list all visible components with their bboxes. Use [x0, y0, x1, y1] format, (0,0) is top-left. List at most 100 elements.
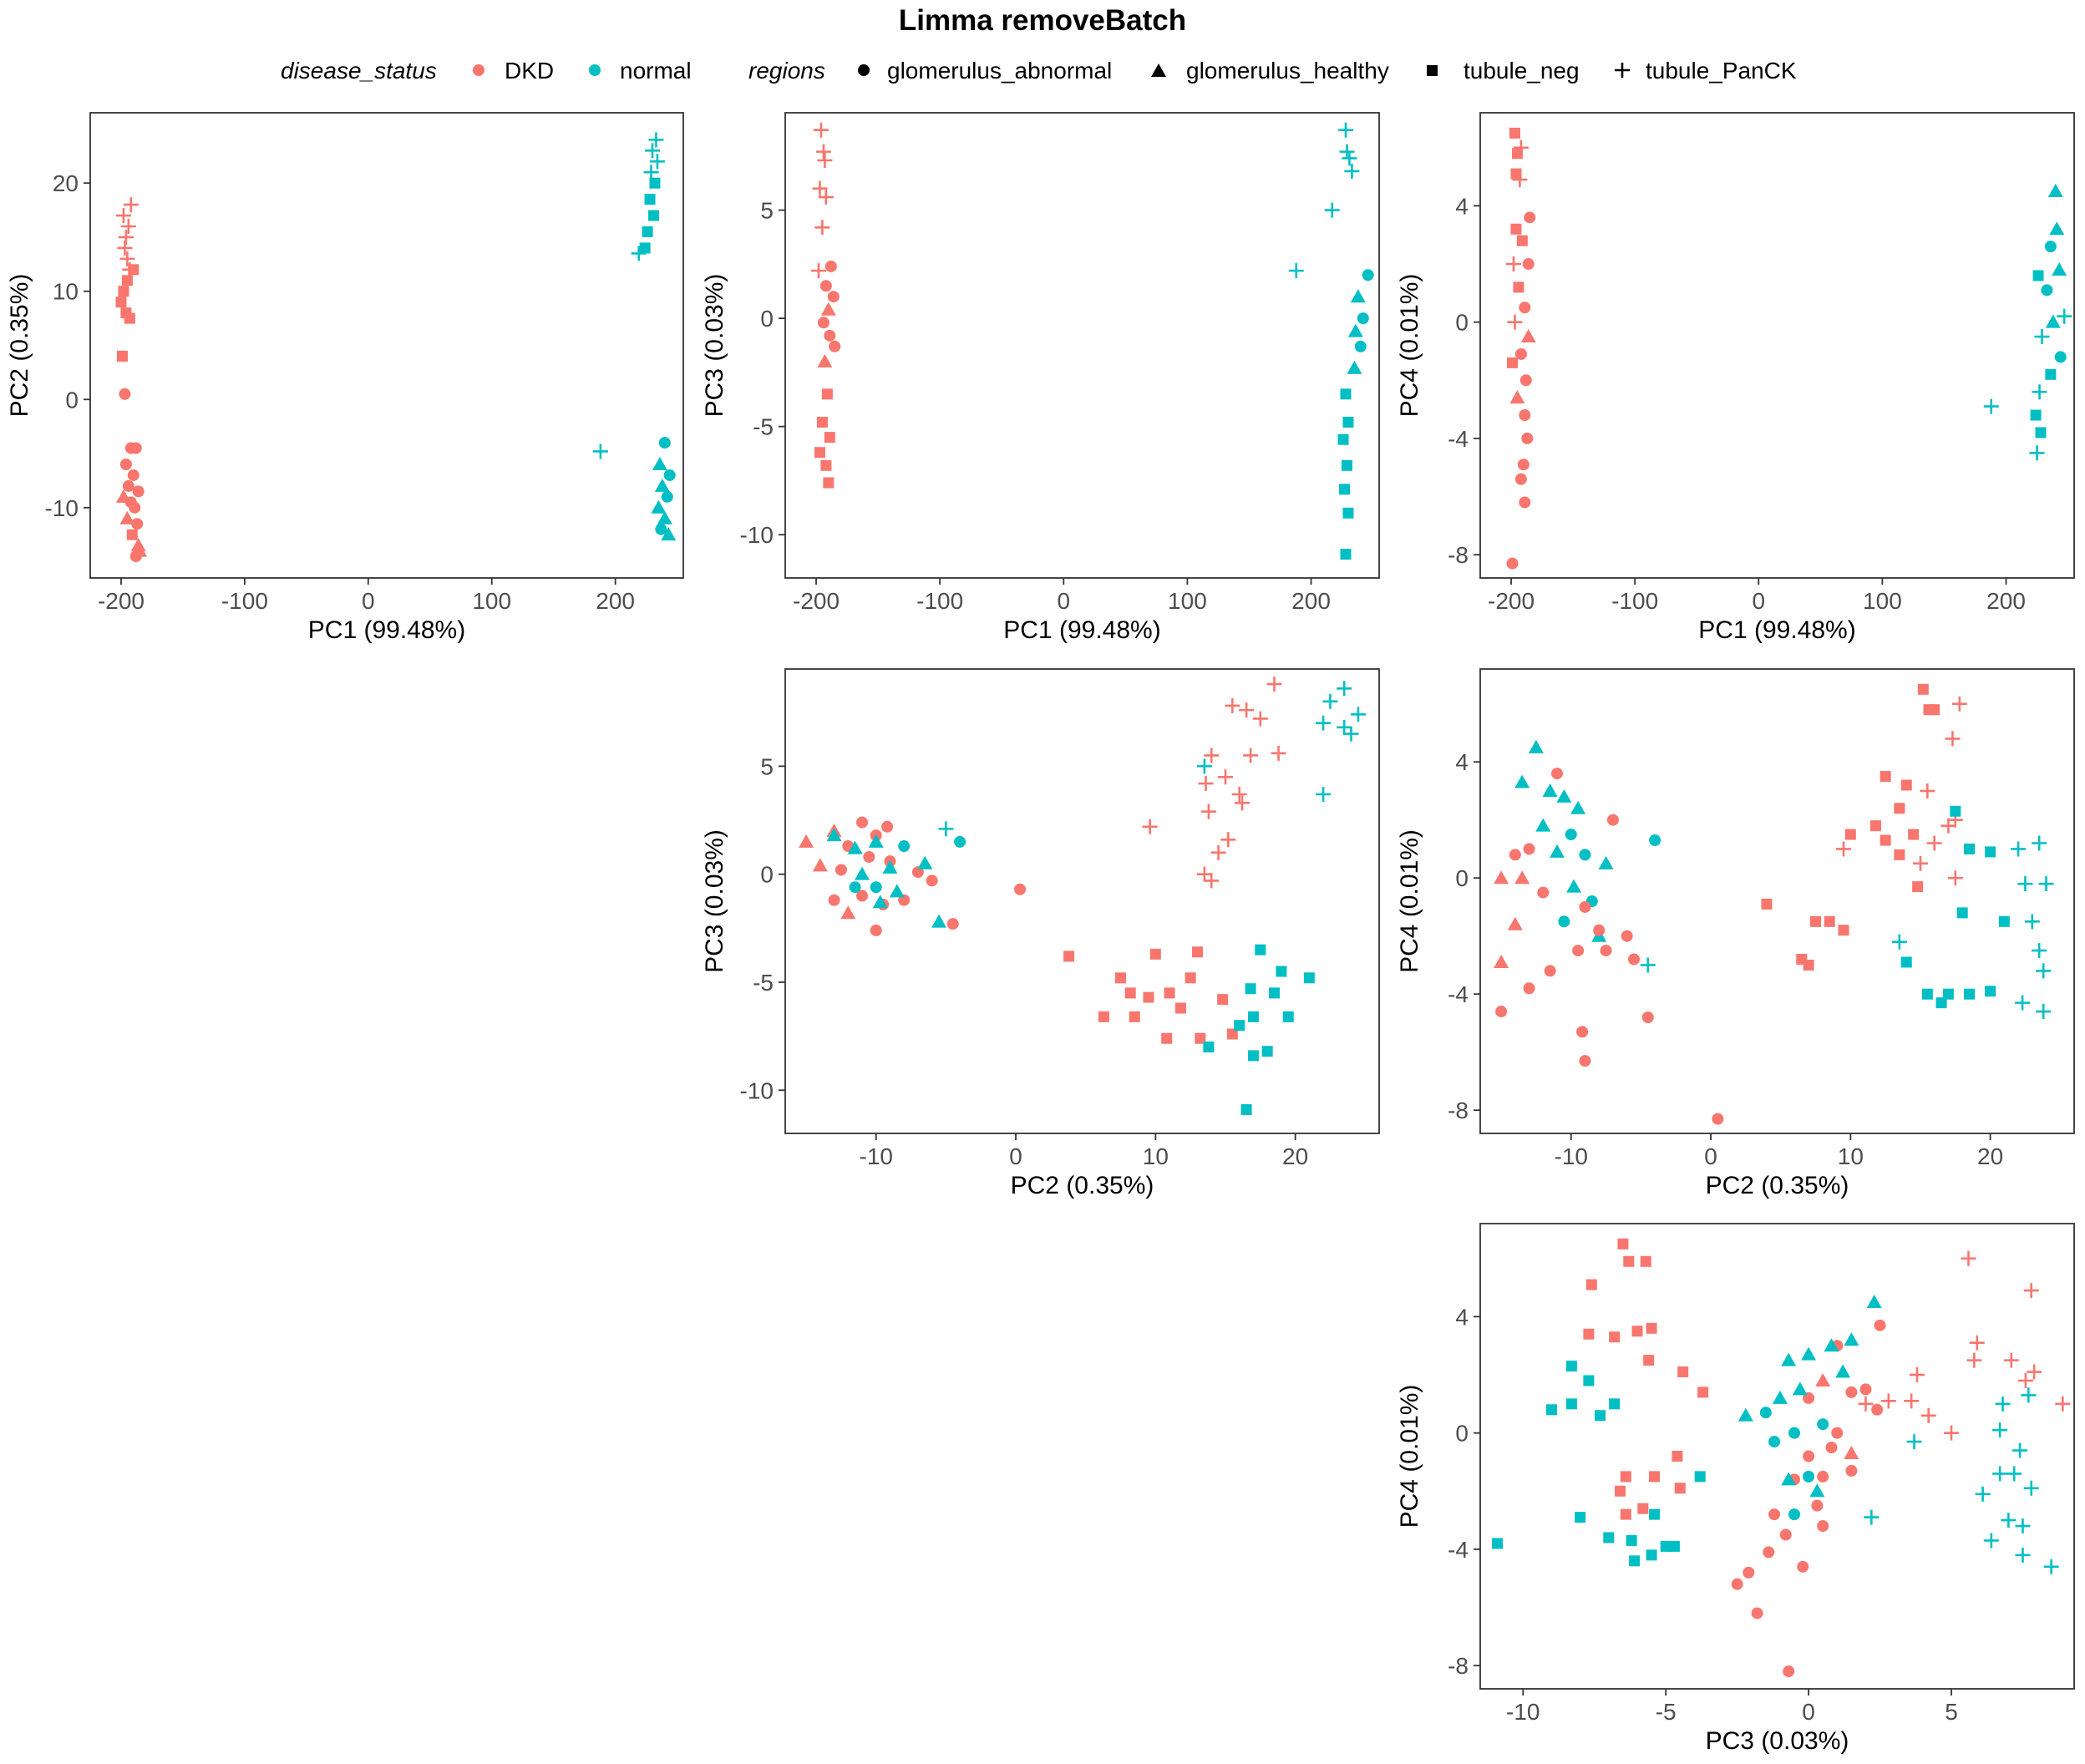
x-tick-label: 20 — [1977, 1143, 2003, 1169]
point-normal-tubule-neg — [1694, 1471, 1706, 1483]
point-dkd-tubule-panck — [815, 144, 831, 160]
point-normal-tubule-panck — [2029, 445, 2045, 461]
point-normal-glomerulus-abnormal — [1354, 340, 1367, 352]
x-axis-title: PC2 (0.35%) — [1706, 1172, 1849, 1199]
point-dkd-tubule-panck — [1239, 702, 1255, 718]
point-normal-tubule-neg — [1985, 846, 1996, 858]
point-dkd-tubule-panck — [1200, 803, 1216, 819]
point-normal-tubule-panck — [2006, 1466, 2022, 1482]
point-normal-tubule-neg — [1900, 956, 1912, 968]
point-normal-tubule-panck — [2021, 1387, 2037, 1403]
point-dkd-glomerulus-healthy — [1494, 954, 1509, 968]
point-normal-glomerulus-healthy — [657, 510, 672, 525]
point-normal-glomerulus-healthy — [1835, 1364, 1851, 1378]
x-tick-label: -10 — [1506, 1699, 1540, 1725]
point-dkd-tubule-neg — [820, 459, 832, 471]
point-normal-glomerulus-abnormal — [1788, 1427, 1801, 1439]
point-dkd-glomerulus-abnormal — [1506, 557, 1519, 570]
point-dkd-tubule-neg — [116, 350, 128, 362]
point-dkd-tubule-panck — [2023, 1283, 2039, 1299]
legend-title-regions: regions — [748, 58, 825, 84]
y-tick-label: -5 — [753, 414, 774, 440]
point-normal-tubule-neg — [1341, 459, 1352, 471]
point-dkd-glomerulus-healthy — [1844, 1446, 1859, 1460]
y-axis-title: PC3 (0.03%) — [701, 829, 728, 973]
point-normal-glomerulus-healthy — [1556, 788, 1572, 803]
point-dkd-glomerulus-abnormal — [1576, 1026, 1589, 1038]
panel-p13: -200 -100 0 100 200 -8 -4 0 4 PC1 (99.48%) PC4 (0.… — [1396, 112, 2075, 644]
points-p22 — [799, 677, 1366, 1116]
point-normal-glomerulus-abnormal — [1565, 829, 1577, 841]
point-normal-glomerulus-healthy — [1801, 1346, 1817, 1361]
point-dkd-tubule-panck — [817, 152, 833, 168]
point-dkd-glomerulus-abnormal — [1579, 900, 1591, 913]
legend-label-glomerulus-abnormal: glomerulus_abnormal — [887, 58, 1112, 84]
point-normal-tubule-neg — [1649, 1508, 1661, 1520]
point-dkd-tubule-neg — [814, 447, 825, 459]
point-normal-glomerulus-healthy — [1781, 1472, 1797, 1486]
point-normal-tubule-neg — [1626, 1534, 1637, 1546]
y-tick-label: 10 — [53, 279, 79, 305]
point-dkd-glomerulus-healthy — [1815, 1372, 1831, 1386]
point-normal-tubule-neg — [649, 177, 661, 189]
point-dkd-tubule-panck — [1243, 748, 1259, 763]
point-dkd-glomerulus-abnormal — [1811, 1499, 1824, 1512]
point-normal-tubule-neg — [1942, 988, 1954, 1000]
point-dkd-tubule-neg — [118, 286, 129, 297]
x-axis-title: PC1 (99.48%) — [1698, 616, 1855, 644]
legend-label-glomerulus-healthy: glomerulus_healthy — [1186, 58, 1389, 84]
point-dkd-tubule-neg — [1869, 820, 1881, 832]
point-dkd-glomerulus-abnormal — [1779, 1528, 1792, 1541]
point-dkd-tubule-panck — [1969, 1335, 1985, 1351]
point-normal-tubule-neg — [1668, 1540, 1680, 1552]
legend-label-tubule-neg: tubule_neg — [1464, 58, 1580, 84]
point-normal-glomerulus-abnormal — [1817, 1418, 1829, 1431]
point-dkd-glomerulus-abnormal — [1831, 1427, 1844, 1439]
point-normal-tubule-neg — [2045, 368, 2057, 380]
point-normal-tubule-neg — [1565, 1398, 1577, 1410]
point-dkd-glomerulus-abnormal — [1845, 1386, 1858, 1398]
point-normal-tubule-panck — [2057, 308, 2072, 324]
point-dkd-glomerulus-abnormal — [132, 485, 145, 498]
point-dkd-glomerulus-abnormal — [829, 340, 841, 352]
legend-key-glomerulus-abnormal — [858, 64, 870, 76]
point-normal-glomerulus-abnormal — [1788, 1508, 1801, 1521]
point-dkd-tubule-neg — [1115, 972, 1127, 984]
point-dkd-tubule-neg — [1185, 972, 1196, 984]
point-normal-glomerulus-healthy — [1350, 289, 1366, 303]
y-tick-label: 20 — [53, 170, 79, 196]
x-axis-title: PC3 (0.03%) — [1706, 1727, 1849, 1755]
point-normal-glomerulus-abnormal — [2054, 351, 2067, 363]
point-dkd-glomerulus-abnormal — [1544, 965, 1556, 977]
point-normal-tubule-panck — [1316, 786, 1332, 802]
point-normal-tubule-neg — [1255, 944, 1266, 956]
point-normal-tubule-neg — [1492, 1538, 1504, 1549]
point-dkd-glomerulus-healthy — [1494, 870, 1509, 885]
point-dkd-glomerulus-abnormal — [1783, 1665, 1795, 1678]
point-dkd-glomerulus-abnormal — [1522, 258, 1535, 271]
point-normal-tubule-panck — [1196, 758, 1212, 774]
x-tick-label: -10 — [1555, 1143, 1588, 1169]
point-dkd-tubule-panck — [1225, 697, 1240, 713]
y-tick-label: 0 — [1455, 865, 1469, 891]
point-normal-tubule-panck — [1906, 1434, 1922, 1450]
y-tick-label: 0 — [65, 387, 79, 413]
point-dkd-tubule-neg — [1674, 1483, 1686, 1494]
point-dkd-glomerulus-abnormal — [824, 260, 837, 272]
point-normal-glomerulus-healthy — [868, 834, 884, 848]
point-normal-glomerulus-healthy — [1824, 1338, 1839, 1352]
point-normal-tubule-panck — [648, 132, 664, 148]
point-dkd-tubule-panck — [1505, 256, 1521, 272]
y-tick-label: -8 — [1448, 542, 1469, 568]
point-normal-tubule-neg — [1921, 988, 1933, 1000]
x-axis-title: PC2 (0.35%) — [1011, 1172, 1154, 1199]
point-dkd-tubule-neg — [1631, 1326, 1643, 1337]
point-dkd-tubule-panck — [120, 219, 136, 235]
point-dkd-tubule-panck — [2017, 1372, 2033, 1388]
point-normal-tubule-panck — [2038, 876, 2054, 892]
point-dkd-tubule-neg — [1583, 1328, 1595, 1340]
point-normal-tubule-panck — [2024, 914, 2040, 930]
point-normal-glomerulus-healthy — [2047, 183, 2063, 197]
point-dkd-tubule-neg — [1143, 991, 1154, 1003]
point-normal-tubule-neg — [642, 226, 653, 237]
